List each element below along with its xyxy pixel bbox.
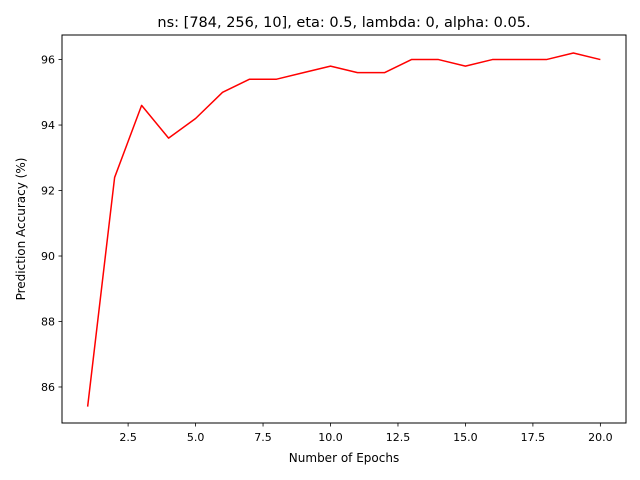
x-tick-label: 20.0 — [588, 431, 613, 444]
y-tick-label: 96 — [41, 54, 55, 67]
series-line — [86, 52, 601, 407]
x-tick-label: 15.0 — [453, 431, 478, 444]
x-tick-label: 12.5 — [386, 431, 411, 444]
x-tick-label: 10.0 — [318, 431, 343, 444]
y-axis-ticks: 86 88 90 92 94 96 — [41, 54, 62, 394]
y-tick-label: 86 — [41, 381, 55, 394]
y-tick-label: 94 — [41, 119, 55, 132]
y-axis-label: Prediction Accuracy (%) — [14, 158, 28, 301]
y-tick-label: 90 — [41, 250, 55, 263]
plot-area — [86, 52, 601, 407]
y-tick-label: 88 — [41, 315, 55, 328]
x-tick-label: 7.5 — [254, 431, 272, 444]
axes-frame — [61, 34, 627, 424]
x-axis-ticks: 2.5 5.0 7.5 10.0 12.5 15.0 17.5 20.0 — [119, 423, 613, 444]
x-tick-label: 2.5 — [119, 431, 137, 444]
chart-title: ns: [784, 256, 10], eta: 0.5, lambda: 0,… — [157, 15, 530, 31]
y-tick-label: 92 — [41, 185, 55, 198]
x-tick-label: 5.0 — [187, 431, 205, 444]
x-axis-label: Number of Epochs — [289, 451, 399, 465]
x-tick-label: 17.5 — [521, 431, 546, 444]
